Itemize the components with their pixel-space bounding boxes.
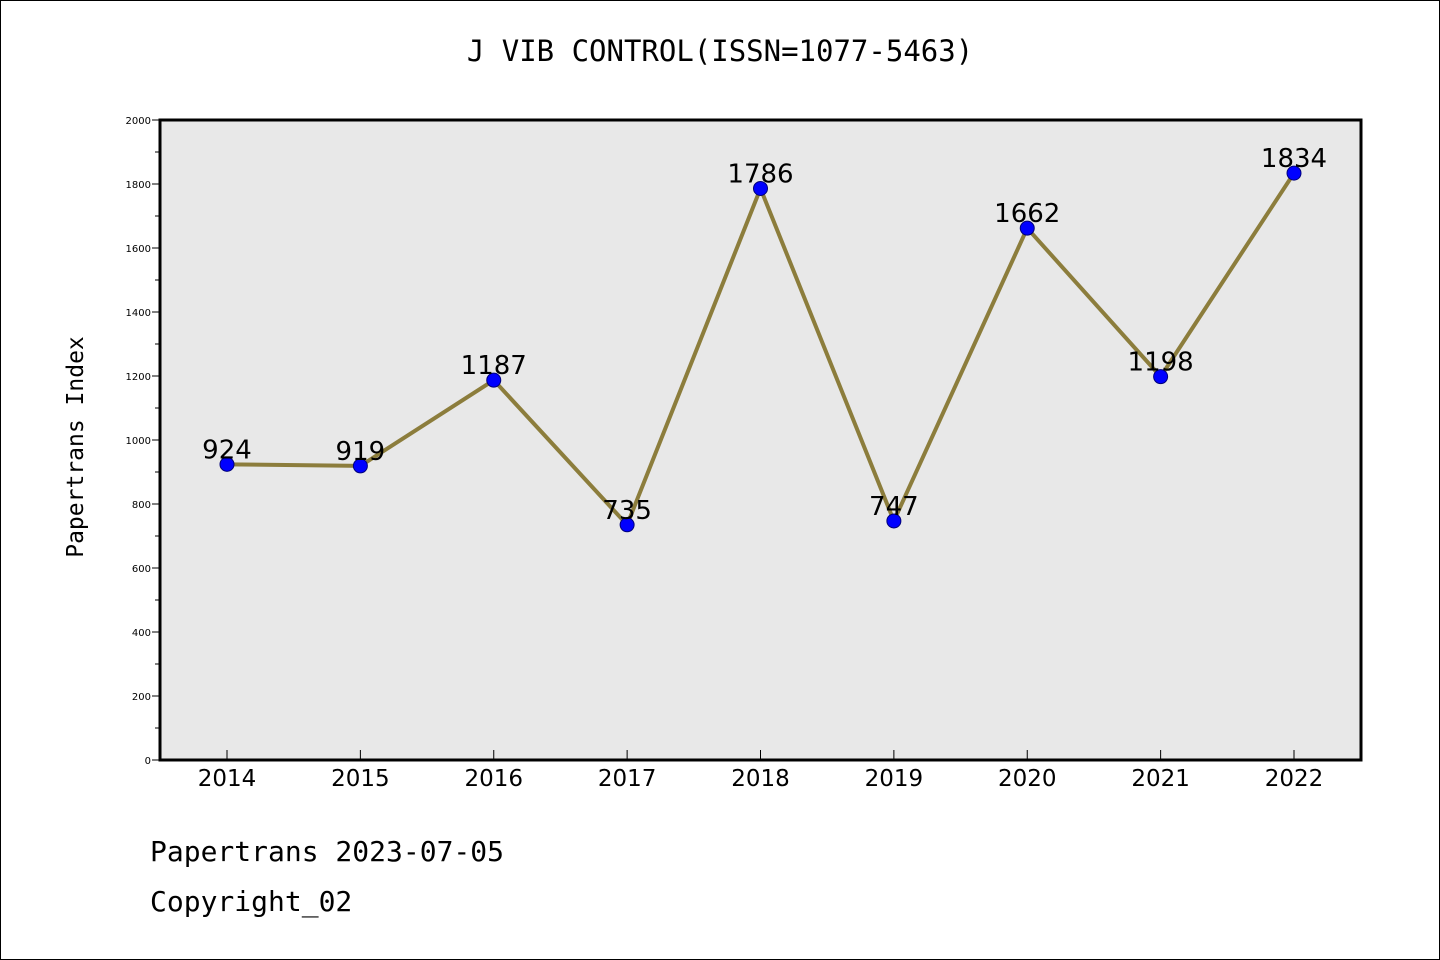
data-point [486, 372, 502, 388]
y-tick-label: 1000 [126, 436, 151, 447]
x-tick-label: 2019 [865, 766, 924, 792]
footer-source-date: Papertrans 2023-07-05 [150, 835, 505, 868]
data-point [1153, 369, 1169, 385]
data-point [219, 456, 235, 472]
x-tick-label: 2014 [198, 766, 257, 792]
data-labels-group: 924 919 1187 735 1786 747 1662 1198 1834 [202, 144, 1327, 526]
data-point [619, 517, 635, 533]
y-tick-label: 600 [132, 564, 151, 575]
plot-area [160, 120, 1361, 760]
y-tick-label: 200 [132, 692, 151, 703]
y-tick-label: 1200 [126, 372, 151, 383]
footer-copyright: Copyright_02 [150, 885, 353, 918]
x-tick-label: 2017 [598, 766, 657, 792]
x-tick-label: 2022 [1265, 766, 1324, 792]
y-tick-label: 800 [132, 500, 151, 511]
data-label: 924 [202, 435, 252, 465]
data-label: 1198 [1128, 348, 1194, 378]
x-axis: 2014 2015 2016 2017 2018 2019 2020 2021 2022 [198, 750, 1324, 792]
data-label: 919 [336, 437, 386, 467]
data-point [753, 180, 768, 196]
x-tick-label: 2018 [731, 766, 790, 792]
y-tick-label: 0 [145, 756, 151, 767]
data-label: 1662 [994, 199, 1060, 229]
y-tick-label: 1400 [126, 308, 151, 319]
x-tick-label: 2015 [331, 766, 390, 792]
data-point [352, 458, 368, 474]
markers-group [219, 165, 1302, 533]
y-tick-label: 1800 [126, 180, 151, 191]
x-tick-label: 2020 [998, 766, 1057, 792]
y-tick-label: 1600 [126, 244, 151, 255]
y-axis: 0 200 400 600 800 1000 1200 1400 1600 1800 2000 [126, 116, 160, 767]
x-tick-label: 2021 [1131, 766, 1190, 792]
data-point [1286, 165, 1302, 181]
data-label: 1834 [1261, 144, 1327, 174]
data-label: 1187 [461, 351, 527, 381]
data-label: 735 [602, 496, 652, 526]
y-tick-label: 2000 [126, 116, 151, 127]
data-label: 747 [869, 492, 919, 522]
x-tick-label: 2016 [464, 766, 523, 792]
y-tick-label: 400 [132, 628, 151, 639]
chart-title: J VIB CONTROL(ISSN=1077-5463) [466, 34, 974, 68]
data-point [886, 513, 902, 529]
plot-border [158, 118, 1363, 762]
data-label: 1786 [727, 159, 793, 189]
data-point [1019, 220, 1035, 236]
